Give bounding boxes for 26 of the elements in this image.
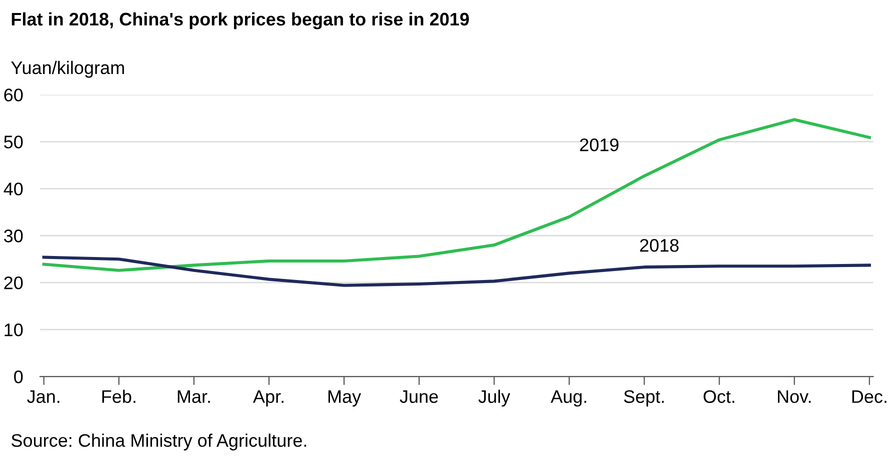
x-tick-label: Nov.: [778, 390, 811, 403]
series-label: 2018: [640, 238, 679, 252]
x-tick-label: Apr.: [252, 390, 284, 407]
line-series: [42, 118, 871, 272]
y-axis-title: Yuan/kilogram: [11, 60, 124, 78]
x-tick-label: Mar.: [178, 390, 210, 403]
x-tick-label: Dec.: [852, 390, 886, 403]
y-tick-label: 0: [14, 370, 23, 384]
y-tick-label: 40: [4, 182, 23, 196]
source-note: Source: China Ministry of Agriculture.: [12, 434, 306, 450]
chart-title: Flat in 2018, China's pork prices began to rise in 2019: [12, 12, 469, 30]
x-tick-label: Sept.: [624, 390, 664, 407]
x-tick-label: Jan.: [27, 390, 60, 403]
series-label: 2019: [580, 138, 618, 152]
x-tick-label: July: [478, 390, 510, 407]
x-tick-label: Aug.: [550, 390, 586, 407]
x-tick-label: Oct.: [704, 390, 734, 403]
line-series: [42, 256, 871, 287]
y-tick-label: 60: [4, 88, 23, 102]
y-tick-label: 10: [4, 323, 23, 336]
y-tick-label: 50: [4, 136, 23, 148]
y-tick-label: 20: [4, 276, 23, 290]
x-tick-label: May: [328, 390, 362, 407]
x-tick-label: Feb.: [102, 390, 136, 403]
y-tick-label: 30: [4, 230, 23, 242]
x-tick-label: June: [400, 390, 438, 403]
